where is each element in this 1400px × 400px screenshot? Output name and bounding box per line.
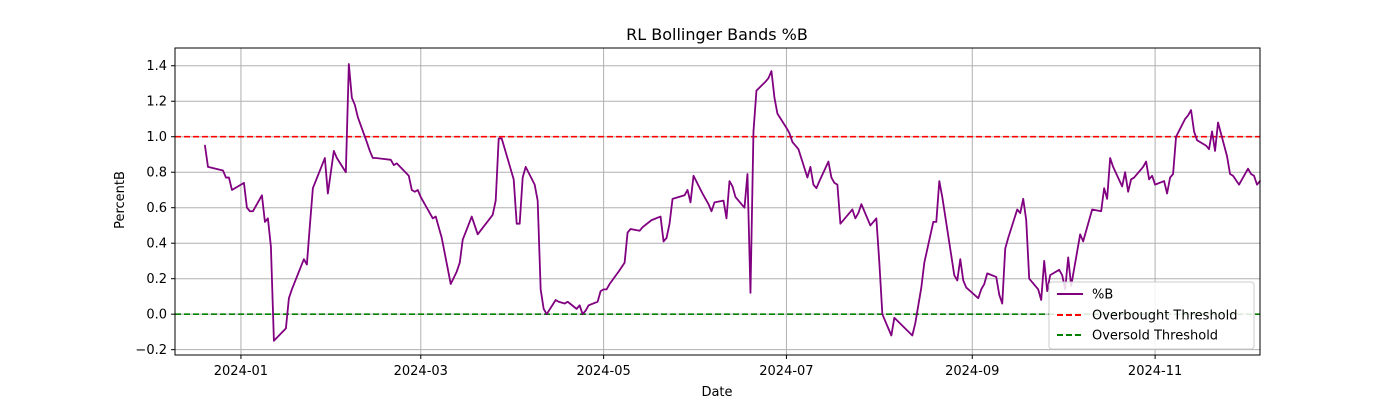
y-axis-ticks: −0.2 0.0 0.2 0.4 0.6 0.8 1.0 1.2 1.4 [135, 59, 175, 358]
y-tick-label: −0.2 [135, 343, 167, 358]
y-tick-label: 1.4 [146, 59, 167, 74]
y-tick-label: 0.6 [146, 201, 167, 216]
series [204, 63, 1261, 342]
y-axis-label: PercentB [113, 171, 128, 229]
y-tick-label: 1.2 [146, 95, 167, 110]
y-tick-label: 0.0 [146, 308, 167, 323]
chart-title: RL Bollinger Bands %B [626, 25, 808, 44]
y-tick-label: 0.8 [146, 166, 167, 181]
x-tick-label: 2024-11 [1128, 364, 1182, 379]
x-tick-label: 2024-03 [394, 364, 448, 379]
legend-label-percentb: %B [1092, 288, 1113, 303]
percentb-line [204, 63, 1261, 342]
x-tick-label: 2024-09 [945, 364, 999, 379]
legend-label-oversold: Oversold Threshold [1092, 329, 1218, 344]
legend: %B Overbought Threshold Oversold Thresho… [1048, 281, 1255, 350]
legend-box [1048, 281, 1255, 350]
x-axis-label: Date [701, 385, 732, 400]
y-tick-label: 1.0 [146, 130, 167, 145]
legend-label-overbought: Overbought Threshold [1092, 309, 1238, 324]
x-tick-label: 2024-05 [576, 364, 630, 379]
x-axis-ticks: 2024-01 2024-03 2024-05 2024-07 2024-09 2024-… [214, 355, 1182, 379]
y-tick-label: 0.2 [146, 272, 167, 287]
plot-frame [174, 47, 1261, 356]
y-tick-label: 0.4 [146, 237, 167, 252]
x-tick-label: 2024-07 [759, 364, 813, 379]
x-tick-label: 2024-01 [214, 364, 268, 379]
